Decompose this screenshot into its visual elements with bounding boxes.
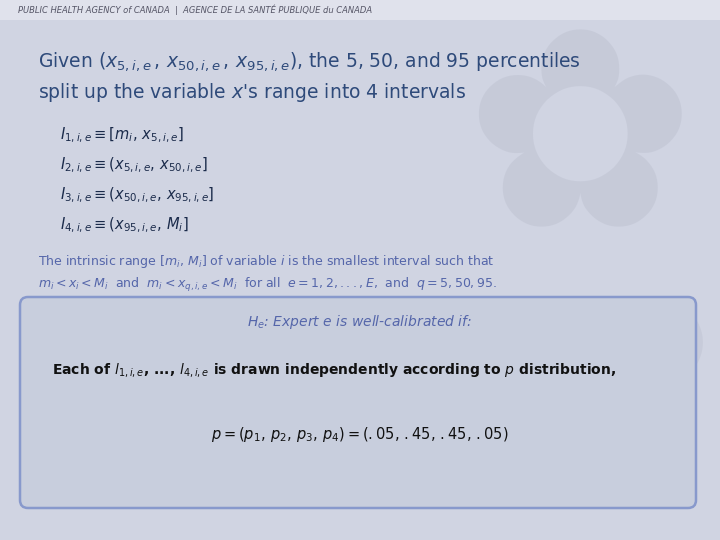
Text: $p = (p_1,\, p_2,\, p_3,\, p_4) = (.05,\, .45,\, .45,\, .05)$: $p = (p_1,\, p_2,\, p_3,\, p_4) = (.05,\… (211, 426, 509, 444)
Text: $m_i < x_i < M_i$  and  $m_i < x_{q,i,e} < M_i$  for all  $e=1, 2, ..., E$,  and: $m_i < x_i < M_i$ and $m_i < x_{q,i,e} <… (38, 276, 497, 294)
Text: $I_{1,i,e} \equiv [m_i,\, x_{5,i,e}]$: $I_{1,i,e} \equiv [m_i,\, x_{5,i,e}]$ (60, 125, 184, 145)
Text: Each of $l_{1,i,e}$, ..., $l_{4,i,e}$ is drawn independently according to $p$ di: Each of $l_{1,i,e}$, ..., $l_{4,i,e}$ is… (52, 361, 616, 379)
Text: Given $\left(x_{5,i,e}\,,\,x_{50,i,e}\,,\,x_{95,i,e}\right)$, the 5, 50, and 95 : Given $\left(x_{5,i,e}\,,\,x_{50,i,e}\,,… (38, 51, 581, 73)
Text: ✿: ✿ (464, 15, 696, 285)
Text: $H_e$: Expert $e$ is well-calibrated if:: $H_e$: Expert $e$ is well-calibrated if: (248, 313, 472, 331)
Text: split up the variable $x$'s range into 4 intervals: split up the variable $x$'s range into 4… (38, 80, 466, 104)
Text: PUBLIC HEALTH AGENCY of CANADA  |  AGENCE DE LA SANTÉ PUBLIQUE du CANADA: PUBLIC HEALTH AGENCY of CANADA | AGENCE … (18, 5, 372, 15)
Text: $I_{3,i,e} \equiv (x_{50,i,e},\, x_{95,i,e}]$: $I_{3,i,e} \equiv (x_{50,i,e},\, x_{95,i… (60, 185, 215, 205)
FancyBboxPatch shape (20, 297, 696, 508)
Text: $I_{4,i,e} \equiv (x_{95,i,e},\, M_i]$: $I_{4,i,e} \equiv (x_{95,i,e},\, M_i]$ (60, 215, 189, 235)
Text: ●: ● (611, 287, 708, 394)
FancyBboxPatch shape (0, 0, 720, 20)
Text: The intrinsic range $[m_i,\, M_i]$ of variable $i$ is the smallest interval such: The intrinsic range $[m_i,\, M_i]$ of va… (38, 253, 495, 271)
Text: $I_{2,i,e} \equiv (x_{5,i,e},\, x_{50,i,e}]$: $I_{2,i,e} \equiv (x_{5,i,e},\, x_{50,i,… (60, 156, 208, 174)
